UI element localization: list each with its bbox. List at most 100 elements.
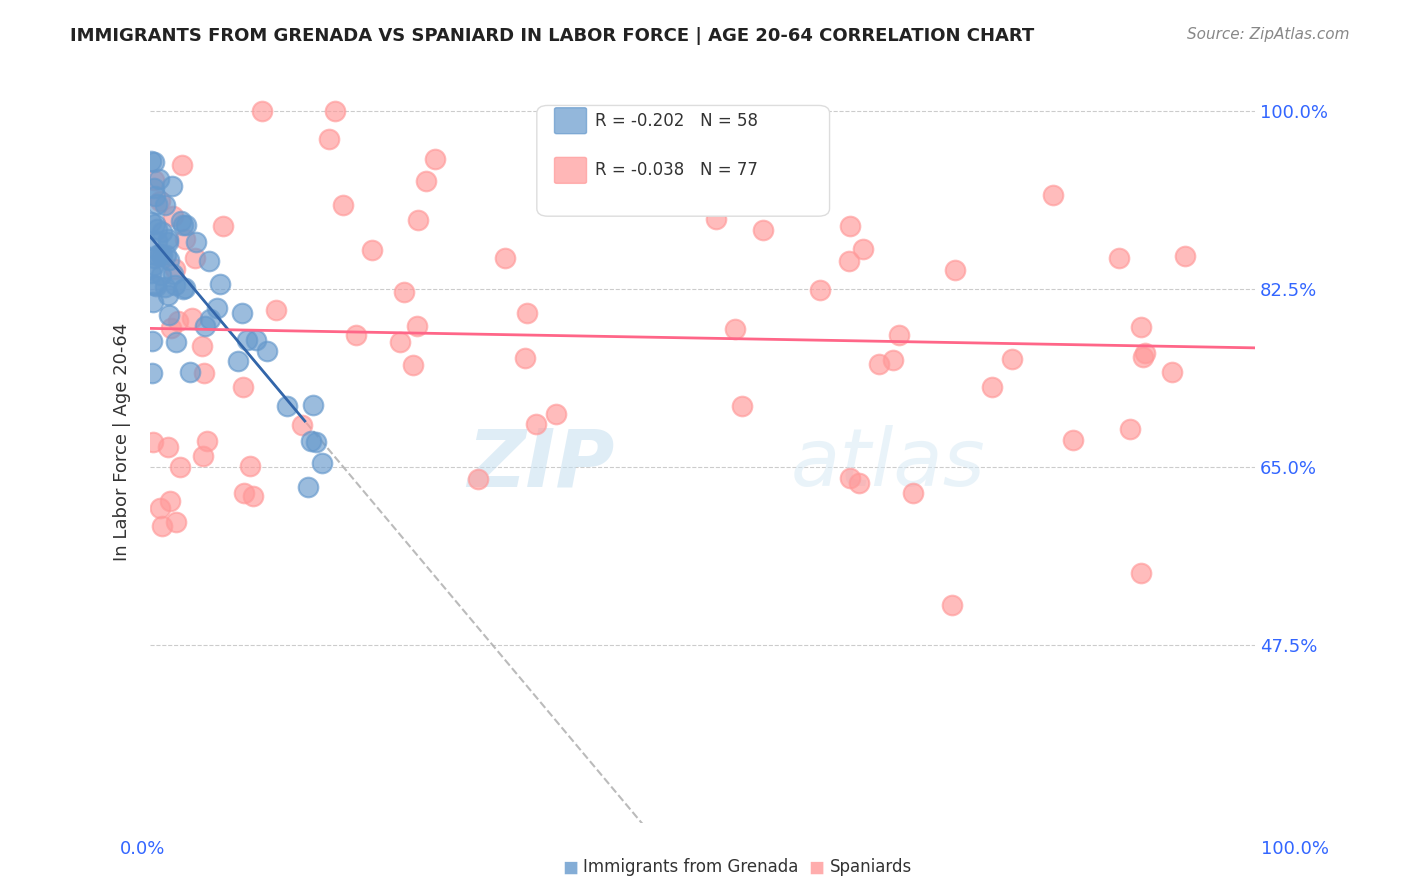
Point bbox=[1133, 345, 1156, 359]
Text: atlas: atlas bbox=[792, 425, 986, 503]
Point bbox=[159, 494, 181, 508]
Point bbox=[165, 515, 187, 529]
Point bbox=[256, 343, 278, 358]
FancyBboxPatch shape bbox=[537, 105, 830, 216]
Point bbox=[142, 155, 165, 169]
Point bbox=[163, 277, 186, 292]
Point bbox=[169, 460, 191, 475]
Point bbox=[173, 281, 195, 295]
Point bbox=[1174, 249, 1197, 263]
Point bbox=[170, 158, 193, 172]
Point bbox=[198, 254, 221, 268]
Point bbox=[1108, 251, 1130, 265]
FancyBboxPatch shape bbox=[554, 108, 586, 134]
Y-axis label: In Labor Force | Age 20-64: In Labor Force | Age 20-64 bbox=[114, 322, 131, 561]
Point bbox=[195, 434, 218, 449]
Point bbox=[546, 407, 568, 421]
Point bbox=[808, 284, 831, 298]
Text: 0.0%: 0.0% bbox=[120, 840, 165, 858]
Point bbox=[868, 357, 890, 371]
Point bbox=[146, 234, 169, 248]
Point bbox=[153, 279, 176, 293]
Point bbox=[165, 262, 187, 277]
Point bbox=[291, 417, 314, 432]
Text: ◼: ◼ bbox=[808, 857, 825, 877]
Point bbox=[191, 339, 214, 353]
Point bbox=[980, 380, 1002, 394]
Point bbox=[139, 266, 162, 280]
Text: Immigrants from Grenada: Immigrants from Grenada bbox=[583, 858, 799, 876]
Point bbox=[193, 450, 215, 464]
Point bbox=[1119, 422, 1142, 436]
Point bbox=[524, 417, 547, 431]
Point bbox=[704, 212, 727, 227]
Point bbox=[179, 365, 201, 379]
Point bbox=[302, 398, 325, 412]
Point bbox=[143, 172, 166, 186]
Point bbox=[392, 285, 415, 300]
Point bbox=[360, 243, 382, 257]
Point bbox=[318, 132, 340, 146]
Point bbox=[146, 248, 169, 262]
Point bbox=[415, 174, 437, 188]
Text: R = -0.202   N = 58: R = -0.202 N = 58 bbox=[595, 112, 758, 129]
Point bbox=[143, 277, 166, 292]
Point bbox=[148, 171, 170, 186]
Point bbox=[143, 251, 166, 265]
Point bbox=[567, 164, 589, 178]
Point bbox=[142, 180, 165, 194]
Point bbox=[231, 306, 253, 320]
Point bbox=[146, 222, 169, 236]
Point bbox=[389, 334, 412, 349]
Point bbox=[150, 268, 173, 282]
Point bbox=[174, 232, 197, 246]
Point bbox=[233, 485, 256, 500]
Point bbox=[157, 253, 180, 268]
Point bbox=[297, 480, 319, 494]
FancyBboxPatch shape bbox=[554, 157, 586, 184]
Point bbox=[1132, 351, 1154, 365]
Point bbox=[252, 103, 274, 118]
Point bbox=[184, 251, 207, 265]
Point bbox=[406, 318, 429, 333]
Point bbox=[157, 308, 180, 322]
Point bbox=[1160, 365, 1182, 379]
Point bbox=[305, 434, 328, 449]
Point bbox=[162, 268, 184, 282]
Point bbox=[166, 314, 188, 328]
Point bbox=[1130, 320, 1153, 334]
Point bbox=[513, 351, 536, 365]
Point bbox=[332, 198, 354, 212]
Point bbox=[943, 263, 966, 277]
Point bbox=[731, 399, 754, 413]
Point bbox=[752, 223, 775, 237]
Point bbox=[494, 251, 516, 265]
Point bbox=[226, 354, 249, 368]
Point bbox=[184, 235, 207, 249]
Point bbox=[157, 441, 180, 455]
Point bbox=[299, 434, 322, 449]
Point bbox=[139, 153, 162, 168]
Point bbox=[157, 287, 180, 301]
Point bbox=[792, 122, 814, 136]
Point bbox=[193, 367, 215, 381]
Point bbox=[181, 311, 204, 326]
Point bbox=[1042, 188, 1064, 202]
Text: ZIP: ZIP bbox=[467, 425, 614, 503]
Point bbox=[146, 197, 169, 211]
Text: IMMIGRANTS FROM GRENADA VS SPANIARD IN LABOR FORCE | AGE 20-64 CORRELATION CHART: IMMIGRANTS FROM GRENADA VS SPANIARD IN L… bbox=[70, 27, 1035, 45]
Point bbox=[149, 194, 172, 208]
Point bbox=[208, 277, 231, 291]
Point bbox=[141, 334, 163, 349]
Point bbox=[165, 335, 187, 350]
Point bbox=[148, 247, 170, 261]
Text: Spaniards: Spaniards bbox=[830, 858, 911, 876]
Point bbox=[406, 212, 429, 227]
Point bbox=[145, 278, 167, 293]
Point bbox=[149, 501, 172, 516]
Point bbox=[142, 434, 165, 449]
Point bbox=[724, 322, 747, 336]
Point bbox=[242, 489, 264, 503]
Point bbox=[1062, 433, 1084, 447]
Point bbox=[839, 219, 862, 233]
